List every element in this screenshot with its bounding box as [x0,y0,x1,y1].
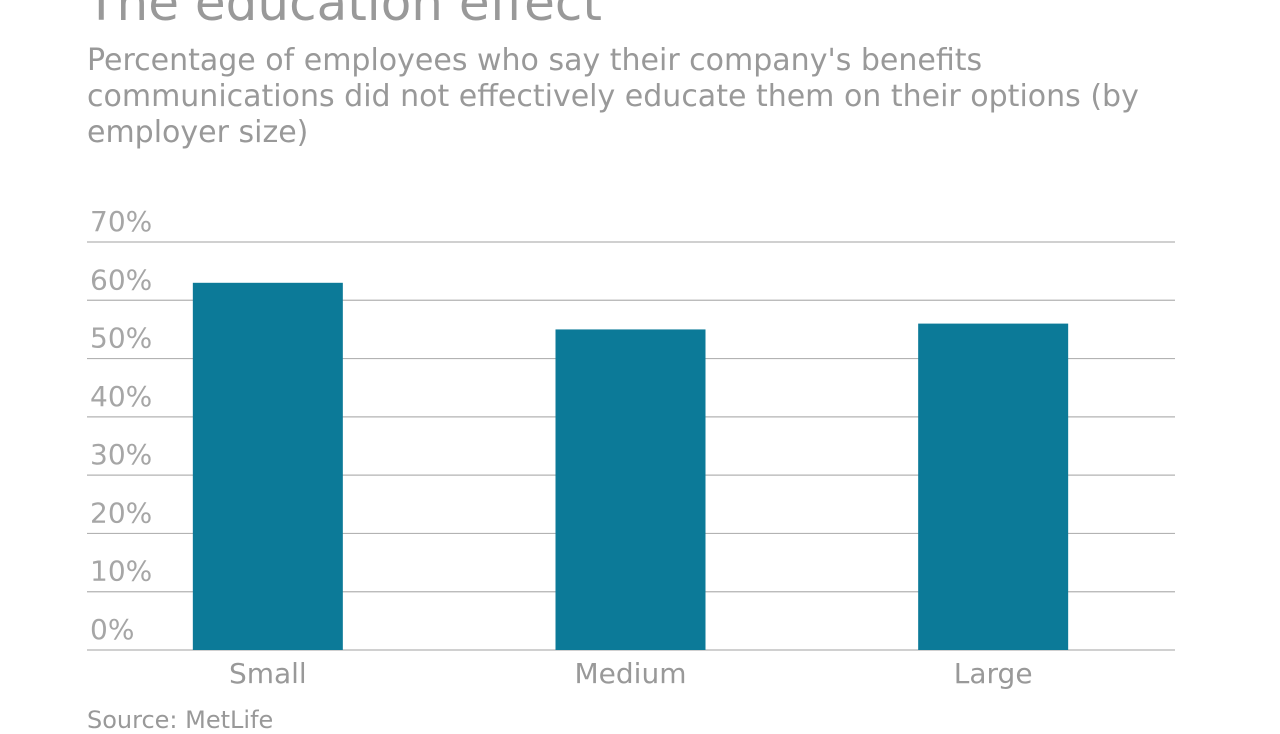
y-tick-label: 50% [90,322,152,355]
bar-small [192,282,343,650]
y-tick-label: 30% [90,438,152,471]
x-category-label: Large [954,657,1033,690]
x-category-label: Small [229,657,307,690]
chart-source: Source: MetLife [87,706,274,734]
bar-large [918,323,1069,650]
x-category-label: Medium [575,657,687,690]
bar-medium [555,329,706,650]
chart-title: The education effect [86,0,602,32]
y-tick-label: 60% [90,263,152,296]
y-tick-label: 40% [90,380,152,413]
y-tick-label: 0% [90,613,134,646]
y-tick-label: 20% [90,496,152,529]
y-tick-label: 70% [90,205,152,238]
y-tick-label: 10% [90,555,152,588]
chart-subtitle: Percentage of employees who say their co… [87,43,1139,150]
